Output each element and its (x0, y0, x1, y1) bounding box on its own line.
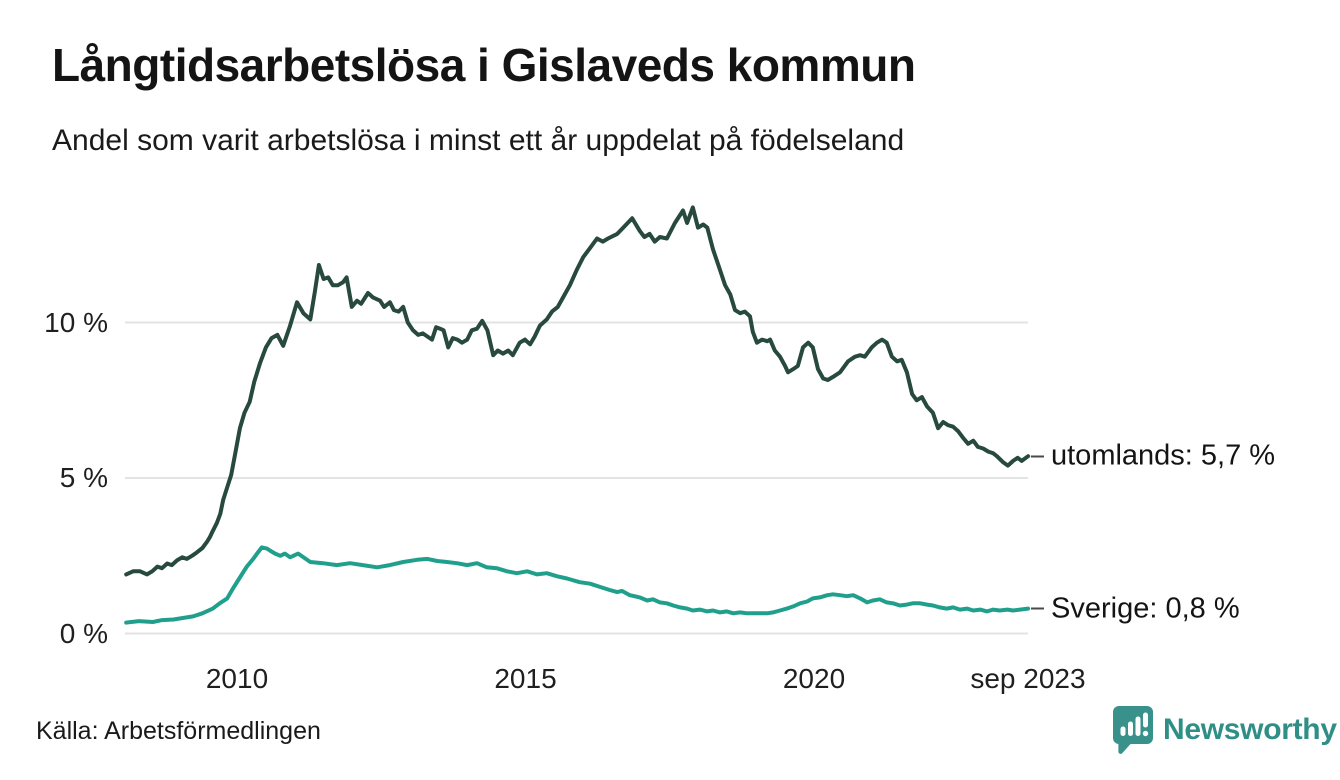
series-label-utomlands: utomlands: 5,7 % (1031, 440, 1275, 473)
x-axis-tick-label: 2015 (494, 663, 557, 694)
y-axis-tick-label: 0 % (59, 617, 108, 649)
source-note: Källa: Arbetsförmedlingen (36, 717, 321, 745)
series-label-text: utomlands: 5,7 % (1051, 439, 1276, 472)
x-axis-tick-label: 2020 (782, 663, 846, 694)
series-label-text: Sverige: 0,8 % (1051, 592, 1240, 625)
label-leader-dash (1031, 607, 1044, 610)
x-axis-tick-label: sep 2023 (970, 663, 1086, 694)
newsworthy-logo-text: Newsworthy (1163, 713, 1337, 746)
page-title: Långtidsarbetslösa i Gislaveds kommun (52, 39, 916, 91)
x-axis-tick-label: 2010 (205, 663, 269, 694)
label-leader-dash (1031, 455, 1044, 458)
y-axis-tick-label: 5 % (59, 462, 108, 493)
newsworthy-logo-icon (1113, 706, 1153, 754)
series-label-sverige: Sverige: 0,8 % (1031, 592, 1240, 625)
series-line-sverige (124, 545, 1031, 625)
page-subtitle: Andel som varit arbetslösa i minst ett å… (52, 124, 905, 157)
y-axis-tick-label: 10 % (44, 306, 108, 338)
series-line-utomlands (124, 205, 1031, 577)
newsworthy-logo: Newsworthy (1112, 705, 1337, 755)
